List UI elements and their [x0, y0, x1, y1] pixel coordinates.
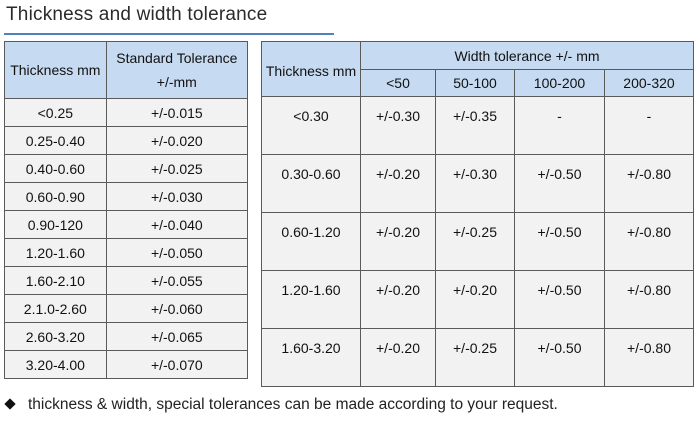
width-tolerance-cell: +/-0.25	[435, 212, 515, 271]
tolerance-value-cell: +/-0.055	[105, 266, 249, 295]
width-tolerance-cell: +/-0.35	[435, 96, 515, 155]
thickness-range-cell: 0.60-1.20	[261, 212, 361, 271]
width-tolerance-group-header: Width tolerance +/- mm	[360, 41, 694, 70]
tolerance-value-cell: +/-0.060	[105, 294, 249, 323]
width-table-thickness-header: Thickness mm	[261, 41, 361, 97]
thickness-range-cell: 0.40-0.60	[4, 154, 107, 183]
width-tolerance-cell: +/-0.20	[360, 270, 436, 329]
table-row: 0.60-0.90 +/-0.030	[4, 182, 249, 211]
thickness-range-cell: <0.25	[4, 98, 107, 127]
thickness-range-cell: 3.20-4.00	[4, 350, 107, 379]
thickness-range-cell: <0.30	[261, 96, 361, 155]
diamond-bullet-icon	[4, 398, 16, 410]
thickness-range-cell: 2.60-3.20	[4, 322, 107, 351]
width-tolerance-cell: +/-0.20	[360, 328, 436, 387]
table-row: 1.60-2.10 +/-0.055	[4, 266, 249, 295]
tolerance-value-cell: +/-0.025	[105, 154, 249, 183]
thickness-range-cell: 1.20-1.60	[4, 238, 107, 267]
tolerance-value-cell: +/-0.030	[105, 182, 249, 211]
table-row: 1.20-1.60 +/-0.20 +/-0.20 +/-0.50 +/-0.80	[261, 270, 694, 329]
thickness-range-cell: 0.30-0.60	[261, 154, 361, 213]
thickness-range-cell: 0.60-0.90	[4, 182, 107, 211]
footnote: thickness & width, special tolerances ca…	[4, 396, 558, 414]
thickness-range-cell: 1.20-1.60	[261, 270, 361, 329]
table-row: 0.30-0.60 +/-0.20 +/-0.30 +/-0.50 +/-0.80	[261, 154, 694, 213]
tolerance-value-cell: +/-0.065	[105, 322, 249, 351]
table-row: 0.40-0.60 +/-0.025	[4, 154, 249, 183]
tolerance-value-cell: +/-0.040	[105, 210, 249, 239]
table-row: 0.25-0.40 +/-0.020	[4, 126, 249, 155]
thickness-tolerance-table: Thickness mm Standard Tolerance +/-mm <0…	[4, 41, 249, 379]
thickness-column-header: Thickness mm	[4, 41, 107, 99]
width-tolerance-cell: +/-0.30	[360, 96, 436, 155]
tolerance-value-cell: +/-0.050	[105, 238, 249, 267]
table-row: <0.30 +/-0.30 +/-0.35- -	[261, 96, 694, 155]
width-tolerance-cell: +/-0.50	[514, 328, 605, 387]
width-tolerance-cell: +/-0.80	[604, 328, 694, 387]
tolerance-value-cell: +/-0.015	[105, 98, 249, 127]
page-title: Thickness and width tolerance	[6, 4, 268, 25]
width-tolerance-cell: +/-0.20	[360, 154, 436, 213]
width-tolerance-cell: +/-0.50	[514, 154, 605, 213]
thickness-range-cell: 0.25-0.40	[4, 126, 107, 155]
width-tolerance-cell: -	[514, 96, 605, 155]
width-column-header: 200-320	[604, 69, 694, 97]
width-column-header: 50-100	[435, 69, 515, 97]
width-tolerance-table: Thickness mm Width tolerance +/- mm <50 …	[261, 41, 694, 387]
table-row: 0.90-120 +/-0.040	[4, 210, 249, 239]
width-tolerance-cell: +/-0.25	[435, 328, 515, 387]
tolerance-value-cell: +/-0.020	[105, 126, 249, 155]
table-row: 1.20-1.60 +/-0.050	[4, 238, 249, 267]
width-tolerance-cell: +/-0.20	[360, 212, 436, 271]
thickness-range-cell: 1.60-3.20	[261, 328, 361, 387]
thickness-range-cell: 2.1.0-2.60	[4, 294, 107, 323]
width-tolerance-cell: +/-0.30	[435, 154, 515, 213]
table-row: 3.20-4.00 +/-0.070	[4, 350, 249, 379]
width-tolerance-cell: +/-0.50	[514, 212, 605, 271]
width-tolerance-cell: +/-0.50	[514, 270, 605, 329]
width-tolerance-cell: +/-0.80	[604, 270, 694, 329]
width-column-header: 100-200	[514, 69, 605, 97]
thickness-range-cell: 0.90-120	[4, 210, 107, 239]
tolerance-value-cell: +/-0.070	[105, 350, 249, 379]
table-row: 0.60-1.20 +/-0.20 +/-0.25 +/-0.50 +/-0.80	[261, 212, 694, 271]
footnote-text: thickness & width, special tolerances ca…	[28, 396, 558, 413]
width-tolerance-cell: -	[604, 96, 694, 155]
title-underline	[4, 33, 334, 35]
thickness-range-cell: 1.60-2.10	[4, 266, 107, 295]
width-tolerance-cell: +/-0.80	[604, 154, 694, 213]
standard-tolerance-column-header: Standard Tolerance +/-mm	[105, 41, 249, 99]
width-tolerance-cell: +/-0.80	[604, 212, 694, 271]
width-tolerance-cell: +/-0.20	[435, 270, 515, 329]
table-row: 2.60-3.20 +/-0.065	[4, 322, 249, 351]
width-column-header: <50	[360, 69, 436, 97]
table-row: 2.1.0-2.60 +/-0.060	[4, 294, 249, 323]
table-row: 1.60-3.20 +/-0.20 +/-0.25 +/-0.50 +/-0.80	[261, 328, 694, 387]
table-row: <0.25 +/-0.015	[4, 98, 249, 127]
